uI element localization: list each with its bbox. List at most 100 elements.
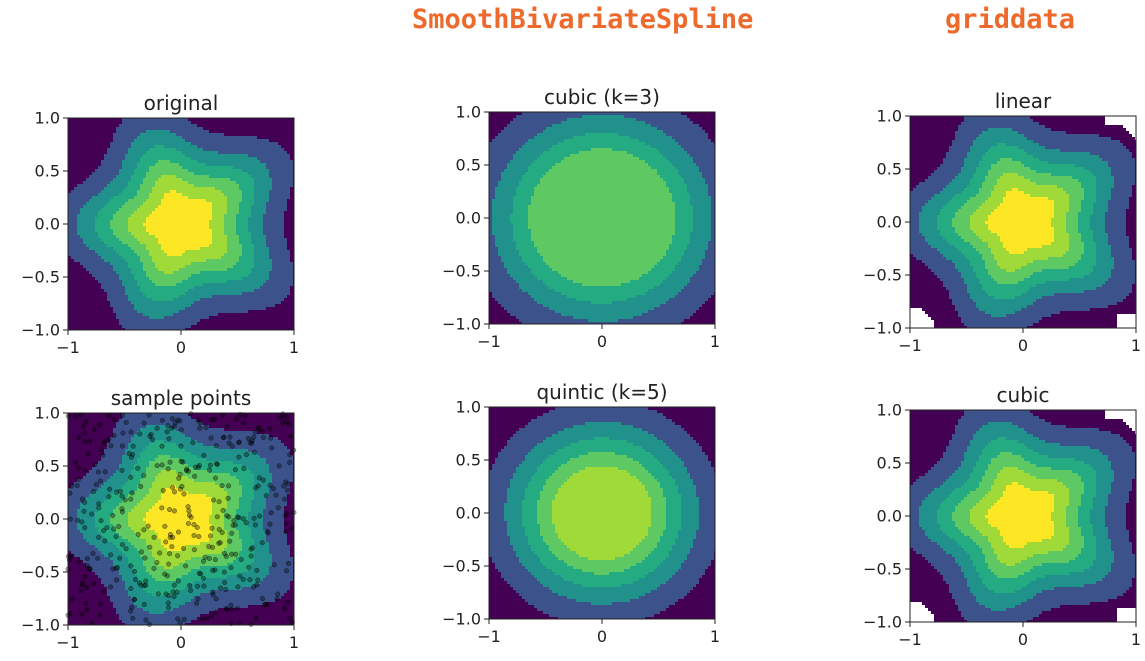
heat-cell xyxy=(269,166,273,170)
heat-cell xyxy=(242,283,246,287)
heat-cell xyxy=(101,133,105,137)
heat-cell xyxy=(278,277,282,281)
heat-cell xyxy=(71,250,75,254)
heat-cell xyxy=(104,163,108,167)
heat-cell xyxy=(254,283,258,287)
heat-cell xyxy=(263,211,267,215)
heat-cell xyxy=(248,247,252,251)
heat-cell xyxy=(257,121,261,125)
heat-cell xyxy=(242,178,246,182)
heat-cell xyxy=(113,139,117,143)
heat-cell xyxy=(203,223,207,227)
heat-cell xyxy=(284,172,288,176)
heat-cell xyxy=(245,265,249,269)
heat-cell xyxy=(263,289,267,293)
heat-cell xyxy=(203,289,207,293)
heat-cell xyxy=(191,226,195,230)
heat-cell xyxy=(281,130,285,134)
heat-cell xyxy=(269,298,273,302)
heat-cell xyxy=(197,217,201,221)
heat-cell xyxy=(200,223,204,227)
heat-cell xyxy=(257,175,261,179)
heat-cell xyxy=(86,160,90,164)
heat-cell xyxy=(215,139,219,143)
heat-cell xyxy=(89,292,93,296)
heat-cell xyxy=(185,232,189,236)
heat-cell xyxy=(239,223,243,227)
heat-cell xyxy=(194,244,198,248)
heat-cell xyxy=(164,157,168,161)
heat-cell xyxy=(278,265,282,269)
heat-cell xyxy=(257,292,261,296)
heat-cell xyxy=(149,289,153,293)
heat-cell xyxy=(203,298,207,302)
heat-cell xyxy=(290,172,294,176)
heat-cell xyxy=(104,283,108,287)
heat-cell xyxy=(215,217,219,221)
heat-cell xyxy=(212,160,216,164)
heat-cell xyxy=(236,265,240,269)
heat-cell xyxy=(275,160,279,164)
heat-cell xyxy=(110,196,114,200)
heat-cell xyxy=(257,244,261,248)
heat-cell xyxy=(209,277,213,281)
heat-cell xyxy=(86,196,90,200)
heat-cell xyxy=(125,136,129,140)
heat-cell xyxy=(80,196,84,200)
heat-cell xyxy=(101,217,105,221)
heat-cell xyxy=(173,205,177,209)
heat-cell xyxy=(182,136,186,140)
heat-cell xyxy=(68,253,72,257)
heat-cell xyxy=(86,118,90,122)
heat-cell xyxy=(206,208,210,212)
heat-cell xyxy=(254,217,258,221)
heat-cell xyxy=(257,169,261,173)
heat-cell xyxy=(98,262,102,266)
heat-cell xyxy=(239,160,243,164)
heat-cell xyxy=(95,247,99,251)
heat-cell xyxy=(167,271,171,275)
heat-cell xyxy=(155,226,159,230)
heat-cell xyxy=(203,265,207,269)
heat-cell xyxy=(110,154,114,158)
heat-cell xyxy=(71,148,75,152)
heat-cell xyxy=(152,217,156,221)
heat-cell xyxy=(152,226,156,230)
heat-cell xyxy=(272,286,276,290)
heat-cell xyxy=(149,205,153,209)
heat-cell xyxy=(167,310,171,314)
heat-cell xyxy=(92,307,96,311)
heat-cell xyxy=(290,208,294,212)
heat-cell xyxy=(236,304,240,308)
heat-cell xyxy=(254,223,258,227)
heat-cell xyxy=(119,262,123,266)
heat-cell xyxy=(209,280,213,284)
heat-cell xyxy=(143,262,147,266)
heat-cell xyxy=(167,307,171,311)
heat-cell xyxy=(74,196,78,200)
heat-cell xyxy=(269,190,273,194)
heat-cell xyxy=(209,145,213,149)
heat-cell xyxy=(284,211,288,215)
heat-cell xyxy=(101,298,105,302)
heat-cell xyxy=(71,190,75,194)
heat-cell xyxy=(176,283,180,287)
heat-cell xyxy=(197,274,201,278)
heat-cell xyxy=(113,145,117,149)
heat-cell xyxy=(245,241,249,245)
heat-cell xyxy=(113,220,117,224)
heat-cell xyxy=(260,190,264,194)
heat-cell xyxy=(170,229,174,233)
heat-cell xyxy=(173,298,177,302)
heat-cell xyxy=(89,304,93,308)
heat-cell xyxy=(218,205,222,209)
heat-cell xyxy=(212,259,216,263)
heat-cell xyxy=(182,277,186,281)
heat-cell xyxy=(98,202,102,206)
heat-cell xyxy=(236,250,240,254)
heat-cell xyxy=(179,151,183,155)
heat-cell xyxy=(260,151,264,155)
heat-cell xyxy=(116,241,120,245)
heat-cell xyxy=(140,127,144,131)
heat-cell xyxy=(119,160,123,164)
